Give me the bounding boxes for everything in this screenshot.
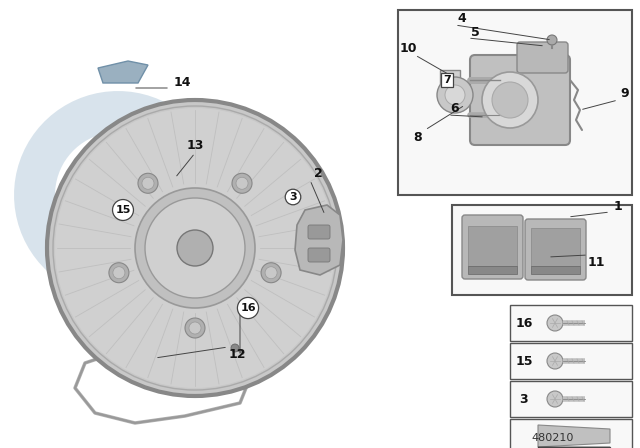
- Bar: [510, 381, 632, 417]
- Circle shape: [547, 315, 563, 331]
- Text: 5: 5: [470, 26, 479, 39]
- Polygon shape: [98, 61, 148, 83]
- Text: 12: 12: [228, 348, 246, 361]
- FancyBboxPatch shape: [308, 225, 330, 239]
- Bar: [468, 226, 517, 266]
- Text: 11: 11: [588, 255, 605, 268]
- Polygon shape: [538, 425, 610, 447]
- Circle shape: [185, 318, 205, 338]
- Text: 15: 15: [115, 205, 131, 215]
- Bar: [510, 419, 632, 448]
- Polygon shape: [295, 205, 343, 275]
- Text: 8: 8: [413, 130, 422, 143]
- Bar: [510, 305, 632, 341]
- Text: 4: 4: [458, 12, 467, 25]
- Text: 3: 3: [289, 192, 297, 202]
- Circle shape: [547, 35, 557, 45]
- Circle shape: [265, 267, 277, 279]
- Polygon shape: [538, 447, 615, 448]
- Circle shape: [261, 263, 281, 283]
- Circle shape: [236, 177, 248, 189]
- Circle shape: [138, 173, 158, 193]
- Bar: [531, 266, 580, 274]
- Bar: [468, 266, 517, 274]
- Text: 1: 1: [614, 199, 622, 212]
- Circle shape: [47, 100, 343, 396]
- Circle shape: [142, 177, 154, 189]
- Text: 2: 2: [314, 167, 323, 180]
- Text: 14: 14: [173, 76, 191, 89]
- Circle shape: [113, 267, 125, 279]
- Circle shape: [492, 82, 528, 118]
- Text: 9: 9: [621, 86, 629, 99]
- FancyBboxPatch shape: [308, 248, 330, 262]
- Circle shape: [482, 72, 538, 128]
- Circle shape: [177, 230, 213, 266]
- Circle shape: [547, 353, 563, 369]
- Circle shape: [231, 344, 239, 352]
- Bar: [398, 10, 632, 195]
- Circle shape: [189, 322, 201, 334]
- FancyBboxPatch shape: [462, 215, 523, 279]
- Circle shape: [135, 188, 255, 308]
- FancyBboxPatch shape: [440, 70, 460, 90]
- Text: 10: 10: [399, 42, 417, 55]
- Text: 15: 15: [515, 354, 532, 367]
- Circle shape: [232, 173, 252, 193]
- Polygon shape: [166, 139, 230, 251]
- Text: 3: 3: [520, 392, 528, 405]
- Text: 6: 6: [451, 102, 460, 115]
- Text: 16: 16: [515, 316, 532, 329]
- Bar: [510, 343, 632, 379]
- Polygon shape: [14, 91, 198, 299]
- Bar: [452, 205, 632, 295]
- Circle shape: [547, 391, 563, 407]
- FancyBboxPatch shape: [517, 42, 568, 73]
- Text: 7: 7: [443, 75, 451, 85]
- Circle shape: [437, 77, 473, 113]
- Bar: [531, 228, 580, 266]
- Text: 480210: 480210: [532, 433, 574, 443]
- FancyBboxPatch shape: [470, 55, 570, 145]
- Text: 13: 13: [186, 138, 204, 151]
- Circle shape: [145, 198, 245, 298]
- Circle shape: [55, 108, 335, 388]
- FancyBboxPatch shape: [525, 219, 586, 280]
- Circle shape: [109, 263, 129, 283]
- Circle shape: [445, 85, 465, 105]
- Text: 16: 16: [240, 303, 256, 313]
